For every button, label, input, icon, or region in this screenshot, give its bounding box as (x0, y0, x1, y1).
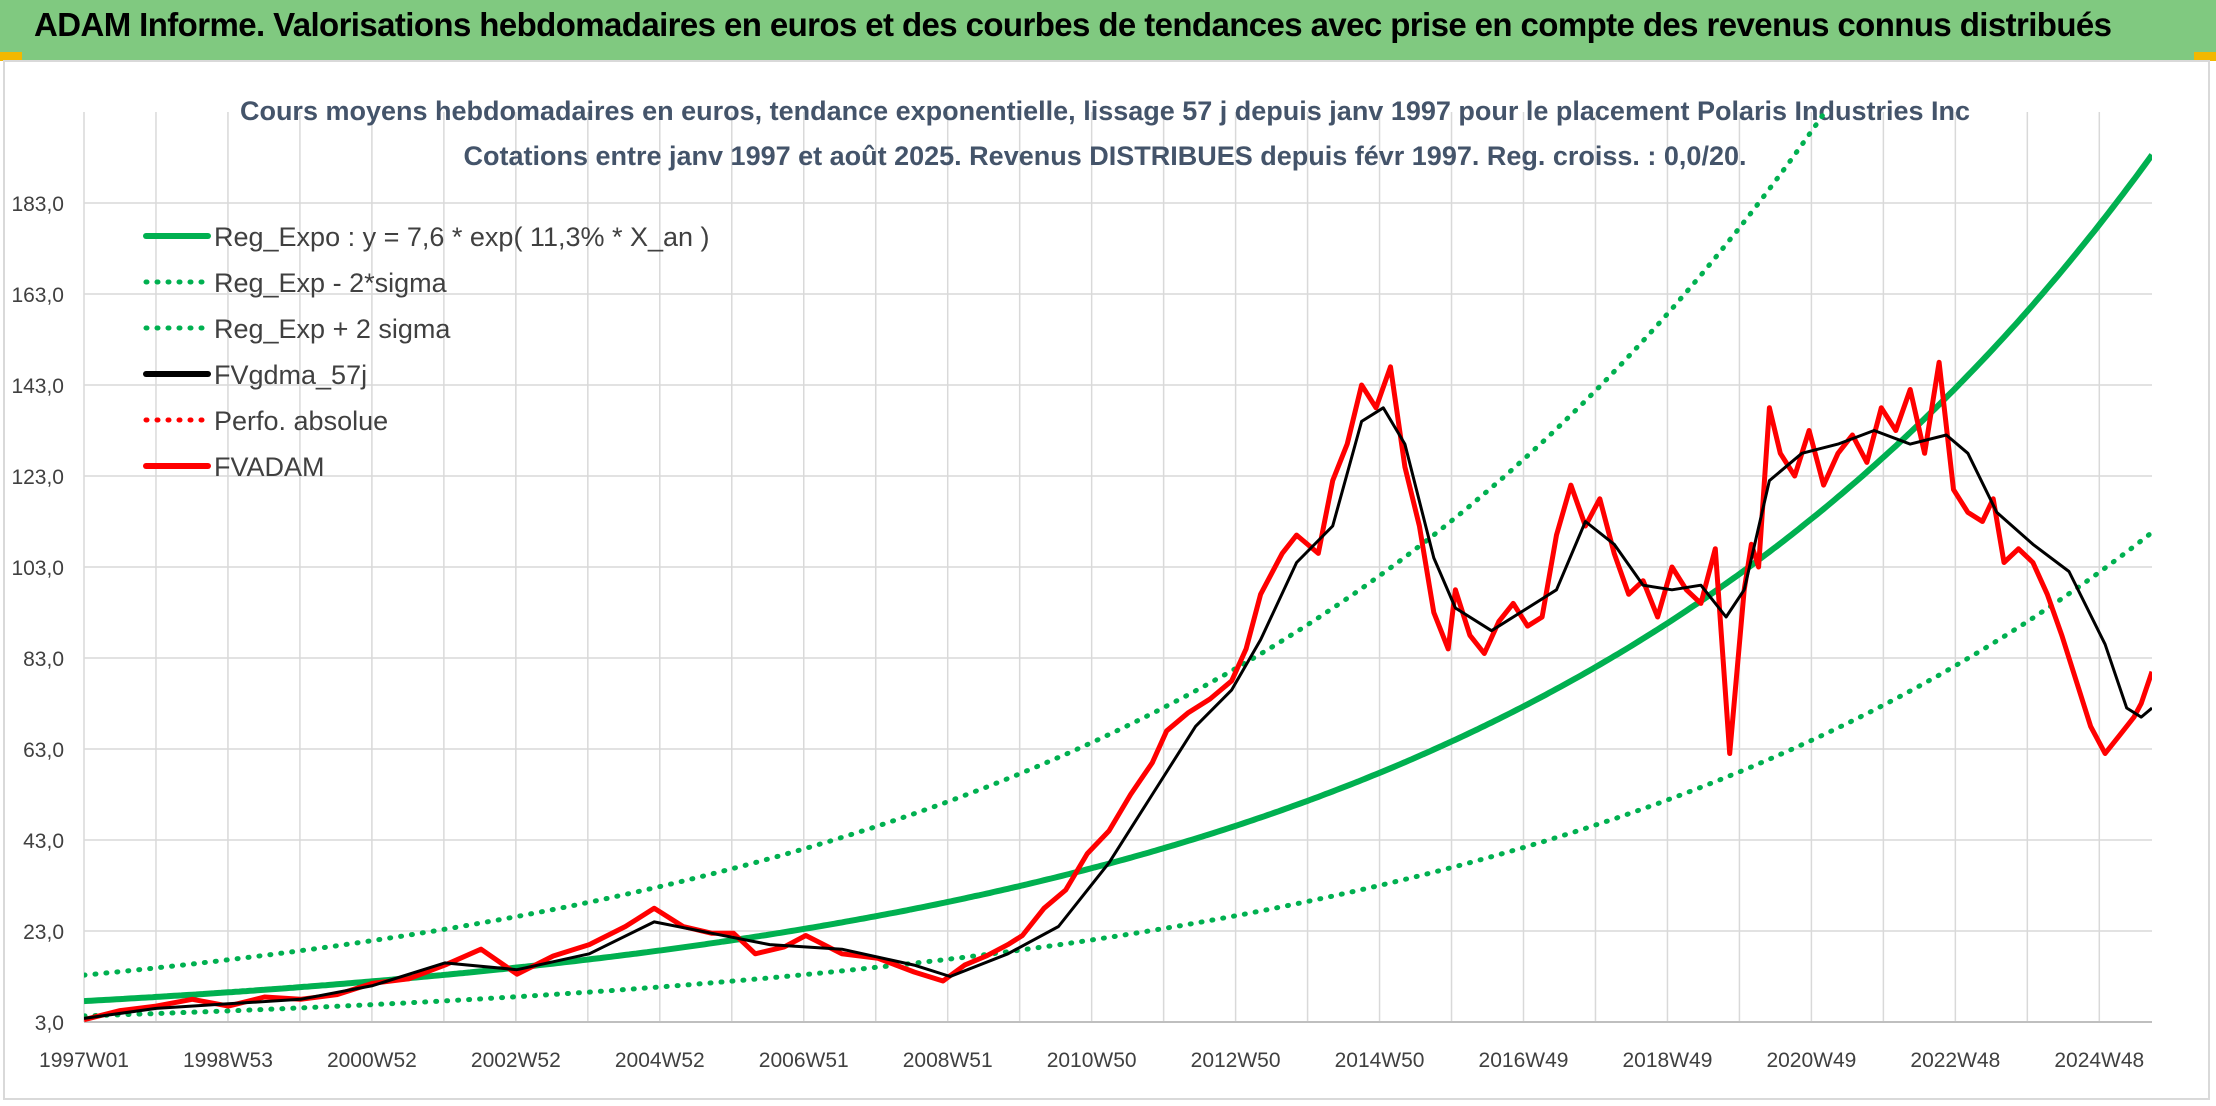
x-tick-label: 2002W52 (471, 1049, 561, 1072)
x-tick-label: 2000W52 (327, 1049, 417, 1072)
legend-item: Reg_Exp + 2 sigma (143, 314, 451, 344)
y-tick-label: 143,0 (11, 375, 64, 398)
chart-subtitle: Cotations entre janv 1997 et août 2025. … (464, 141, 1747, 171)
banner-accent-right (2194, 52, 2216, 61)
legend-item: Reg_Exp - 2*sigma (143, 268, 448, 298)
y-tick-label: 83,0 (23, 648, 64, 671)
y-tick-label: 63,0 (23, 739, 64, 762)
x-tick-label: 1997W01 (39, 1049, 129, 1072)
y-tick-label: 163,0 (11, 284, 64, 307)
x-axis-ticks: 1997W01 1998W53 2000W52 2002W52 2004W52 2006W… (39, 1049, 2144, 1072)
x-tick-label: 2008W51 (903, 1049, 993, 1072)
legend: Reg_Expo : y = 7,6 * exp( 11,3% * X_an )… (143, 222, 710, 482)
reg-exp-minus-2sigma-line (84, 529, 2152, 1019)
x-tick-label: 2020W49 (1766, 1049, 1856, 1072)
legend-item: FVADAM (143, 452, 325, 482)
legend-label: Reg_Exp - 2*sigma (214, 268, 448, 298)
y-tick-label: 123,0 (11, 466, 64, 489)
x-tick-label: 2006W51 (759, 1049, 849, 1072)
legend-item: FVgdma_57j (143, 360, 367, 390)
chart-frame (3, 60, 2210, 1100)
y-axis-ticks: 3,0 23,0 43,0 63,0 83,0 103,0 123,0 143,0 163,0 1… (11, 193, 64, 1035)
x-tick-label: 2004W52 (615, 1049, 705, 1072)
fvadam-line (84, 359, 2152, 1022)
x-tick-label: 2018W49 (1623, 1049, 1713, 1072)
legend-label: FVADAM (214, 452, 325, 482)
series-curves (84, 112, 2152, 1022)
fvgdma-line (84, 406, 2152, 1020)
x-tick-label: 2012W50 (1191, 1049, 1281, 1072)
legend-label: Reg_Expo : y = 7,6 * exp( 11,3% * X_an ) (214, 222, 710, 252)
report-banner: ADAM Informe. Valorisations hebdomadaire… (0, 0, 2216, 60)
legend-label: Perfo. absolue (214, 406, 388, 436)
x-tick-label: 1998W53 (183, 1049, 273, 1072)
y-tick-label: 3,0 (35, 1012, 64, 1035)
reg-expo-line (84, 153, 2152, 1005)
chart-title: Cours moyens hebdomadaires en euros, ten… (240, 96, 1970, 126)
x-tick-label: 2016W49 (1479, 1049, 1569, 1072)
y-tick-label: 23,0 (23, 921, 64, 944)
legend-label: Reg_Exp + 2 sigma (214, 314, 451, 344)
legend-label: FVgdma_57j (214, 360, 367, 390)
banner-accent-left (0, 52, 22, 61)
x-tick-label: 2024W48 (2054, 1049, 2144, 1072)
reg-exp-plus-2sigma-line (84, 112, 1829, 978)
legend-item: Reg_Expo : y = 7,6 * exp( 11,3% * X_an ) (143, 222, 710, 252)
y-tick-label: 183,0 (11, 193, 64, 216)
y-tick-label: 103,0 (11, 557, 64, 580)
report-title: ADAM Informe. Valorisations hebdomadaire… (34, 6, 2112, 43)
x-tick-label: 2014W50 (1335, 1049, 1425, 1072)
x-tick-label: 2022W48 (1910, 1049, 2000, 1072)
legend-item: Perfo. absolue (143, 406, 388, 436)
y-tick-label: 43,0 (23, 830, 64, 853)
grid-lines (83, 112, 2152, 1023)
x-tick-label: 2010W50 (1047, 1049, 1137, 1072)
